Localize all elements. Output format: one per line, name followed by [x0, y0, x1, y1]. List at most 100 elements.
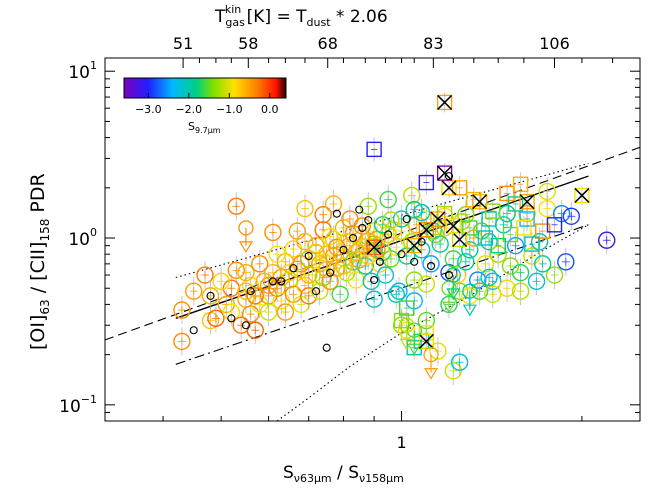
data-point-circle	[376, 266, 395, 284]
colorbar-tick-label: −2.0	[175, 103, 202, 116]
data-point-square	[516, 220, 532, 236]
data-point-circle	[382, 211, 400, 229]
data-point-circle	[246, 287, 264, 305]
data-point-cross-box	[441, 180, 457, 196]
data-point-circle	[246, 321, 264, 339]
data-point-circle	[259, 276, 278, 295]
y-tick-base: 10	[68, 63, 90, 83]
data-point-small-black	[189, 326, 198, 335]
data-point-small-black	[289, 264, 298, 273]
data-point-circle	[334, 257, 353, 275]
y-tick-exponent: 0	[90, 226, 97, 239]
data-point-small-black	[370, 275, 379, 285]
data-point-circle	[251, 255, 269, 273]
data-point-circle	[268, 245, 286, 263]
data-point-small-black	[277, 277, 286, 286]
model-line-dashdot-2	[175, 224, 589, 365]
data-point-small-black	[375, 257, 384, 266]
top-tick-label: 68	[318, 34, 338, 53]
data-point-cross	[519, 194, 535, 210]
data-point-square	[393, 312, 410, 329]
data-point-circle	[368, 230, 386, 249]
y-tick-label: 100	[68, 226, 97, 250]
data-point-circle	[557, 253, 575, 271]
data-point-circle	[562, 207, 581, 225]
data-point-circle	[264, 223, 282, 242]
data-point-cross	[418, 333, 434, 349]
data-point-small-black	[417, 237, 426, 246]
y-tick-exponent: −1	[81, 393, 97, 406]
data-point-cross	[445, 218, 461, 234]
data-point-circle	[470, 282, 489, 300]
data-point-square	[451, 180, 468, 196]
colorbar: −3.0 −2.0 −1.0 0.0 S9.7μm	[123, 77, 287, 135]
data-point-circle	[173, 301, 191, 319]
data-point-square	[462, 220, 478, 236]
bottom-axis-title: Sν63μm / Sν158μm	[283, 463, 404, 485]
data-point-circle	[444, 250, 462, 268]
data-point-circle	[538, 182, 556, 201]
data-point-cross-box	[471, 194, 488, 210]
model-lines	[104, 146, 641, 422]
top-axis-title: Tgaskin [K] = Tdust * 2.06	[214, 3, 388, 29]
data-point-circle	[280, 263, 299, 282]
data-point-circle	[498, 204, 516, 223]
data-point-circle	[268, 279, 286, 297]
data-point-circle	[324, 247, 343, 265]
data-point-small-black	[339, 245, 348, 254]
data-point-circle	[196, 266, 214, 284]
upper-limit-arrow-head	[446, 288, 461, 301]
data-point-square	[398, 300, 415, 316]
data-point-small-black	[241, 321, 251, 330]
data-point-circle	[598, 231, 616, 249]
data-point-square	[366, 141, 382, 158]
data-point-small-black	[304, 251, 313, 261]
data-point-small-black	[384, 230, 393, 239]
data-point-cross-box	[366, 239, 382, 255]
data-point-cross-box	[519, 194, 535, 210]
model-line-dotted-3	[175, 162, 589, 279]
data-point-cross	[441, 180, 457, 196]
data-point-circle	[457, 205, 475, 224]
data-point-circle	[328, 238, 346, 256]
data-markers	[173, 92, 616, 385]
data-point-cross-box	[418, 222, 434, 238]
data-point-circle	[296, 233, 314, 251]
data-point-small-black	[311, 287, 321, 296]
data-point-circle	[331, 285, 349, 303]
data-point-cross-box	[418, 333, 434, 350]
data-point-circle	[241, 305, 260, 323]
data-point-circle	[276, 303, 295, 321]
data-point-circle	[405, 271, 423, 289]
data-point-circle	[484, 285, 502, 303]
data-point-small-black	[355, 205, 364, 214]
data-point-small-black	[444, 172, 454, 181]
data-point-circle	[422, 255, 440, 273]
data-point-square	[546, 217, 563, 233]
top-tick-label: 58	[238, 34, 258, 53]
data-point-square	[477, 230, 494, 246]
data-point-square	[485, 203, 501, 219]
data-point-small-black	[322, 343, 331, 352]
data-point-circle	[296, 199, 314, 218]
data-point-small-black	[246, 287, 255, 296]
data-point-circle	[480, 268, 498, 287]
top-tick-label: 106	[539, 34, 570, 53]
data-point-circle	[412, 203, 431, 222]
y-tick-label: 10−1	[59, 393, 97, 417]
data-point-circle	[429, 342, 447, 360]
data-point-cross-box	[430, 211, 446, 227]
data-point-circle	[501, 257, 520, 275]
data-point-small-black	[402, 214, 411, 224]
data-point-circle	[201, 287, 220, 305]
plot-frame	[104, 57, 641, 422]
data-point-cross	[366, 239, 382, 255]
data-point-cross	[418, 222, 434, 238]
data-point-circle	[390, 282, 408, 300]
data-point-circle	[362, 272, 380, 291]
data-point-circle	[511, 282, 530, 300]
data-point-circle	[241, 276, 260, 295]
data-point-cross	[452, 231, 468, 248]
data-point-circle	[545, 266, 564, 284]
